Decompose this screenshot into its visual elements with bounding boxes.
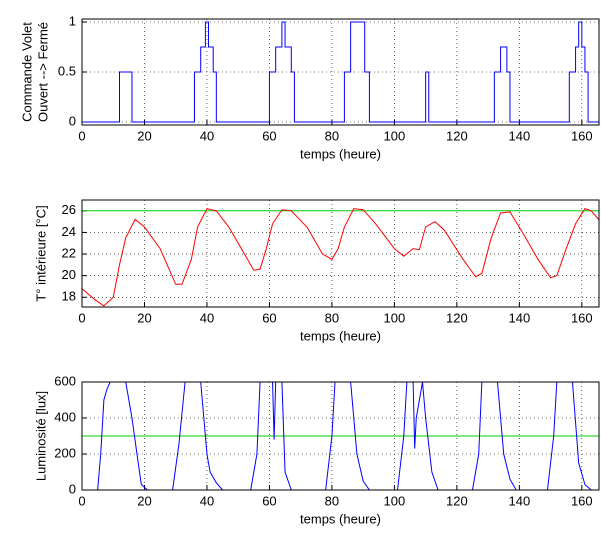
subplot: 0 20 40 60 80 100 120 140 160 0 0.5 1 temps (heure) C… (19, 13, 600, 161)
y-axis-label: T° intérieure [°C] (33, 205, 48, 301)
x-tick-label: 80 (325, 128, 339, 143)
x-tick-label: 60 (262, 128, 276, 143)
x-axis-label: temps (heure) (300, 511, 381, 526)
y-axis-label: Ouvert --> Fermé (35, 22, 50, 122)
x-tick-label: 40 (200, 493, 214, 508)
y-tick-label: 18 (62, 289, 76, 304)
y-tick-label: 24 (62, 224, 76, 239)
y-tick-label: 0 (69, 481, 76, 496)
axes-frame (81, 381, 600, 491)
y-tick-label: 600 (54, 373, 76, 388)
x-tick-label: 60 (262, 493, 276, 508)
plot-area (82, 19, 599, 125)
x-tick-label: 120 (446, 310, 468, 325)
x-tick-label: 20 (137, 493, 151, 508)
x-tick-label: 160 (571, 493, 593, 508)
x-tick-label: 40 (200, 128, 214, 143)
x-tick-label: 80 (325, 493, 339, 508)
x-tick-label: 100 (384, 128, 406, 143)
x-tick-label: 0 (78, 128, 85, 143)
x-tick-label: 160 (571, 128, 593, 143)
x-tick-label: 120 (446, 493, 468, 508)
x-tick-label: 0 (78, 493, 85, 508)
subplot: 0 20 40 60 80 100 120 140 160 18 20 22 24 26 temps (he… (33, 199, 600, 343)
x-axis-label: temps (heure) (300, 146, 381, 161)
x-tick-label: 140 (508, 310, 530, 325)
data-line (82, 382, 599, 490)
x-tick-label: 40 (200, 310, 214, 325)
y-tick-label: 1 (69, 13, 76, 28)
y-tick-label: 22 (62, 245, 76, 260)
axes-frame (81, 199, 600, 308)
y-axis-label: Commande Volet (19, 22, 34, 122)
y-tick-label: 400 (54, 409, 76, 424)
subplot: 0 20 40 60 80 100 120 140 160 0 200 400 600 temps (he… (33, 373, 600, 526)
data-line (82, 21, 599, 123)
y-axis-label: Luminosité [lux] (33, 391, 48, 481)
y-tick-label: 0 (69, 113, 76, 128)
data-line (82, 208, 599, 307)
y-tick-label: 0.5 (58, 63, 76, 78)
y-tick-label: 20 (62, 267, 76, 282)
axes-frame (81, 18, 600, 126)
x-tick-label: 20 (137, 128, 151, 143)
x-tick-label: 80 (325, 310, 339, 325)
plot-area (82, 200, 599, 307)
x-tick-label: 100 (384, 310, 406, 325)
y-tick-label: 26 (62, 202, 76, 217)
x-tick-label: 120 (446, 128, 468, 143)
x-tick-label: 140 (508, 128, 530, 143)
x-axis-label: temps (heure) (300, 328, 381, 343)
x-tick-label: 60 (262, 310, 276, 325)
x-tick-label: 20 (137, 310, 151, 325)
x-tick-label: 100 (384, 493, 406, 508)
x-tick-label: 140 (508, 493, 530, 508)
x-tick-label: 0 (78, 310, 85, 325)
x-tick-label: 160 (571, 310, 593, 325)
y-tick-label: 200 (54, 445, 76, 460)
